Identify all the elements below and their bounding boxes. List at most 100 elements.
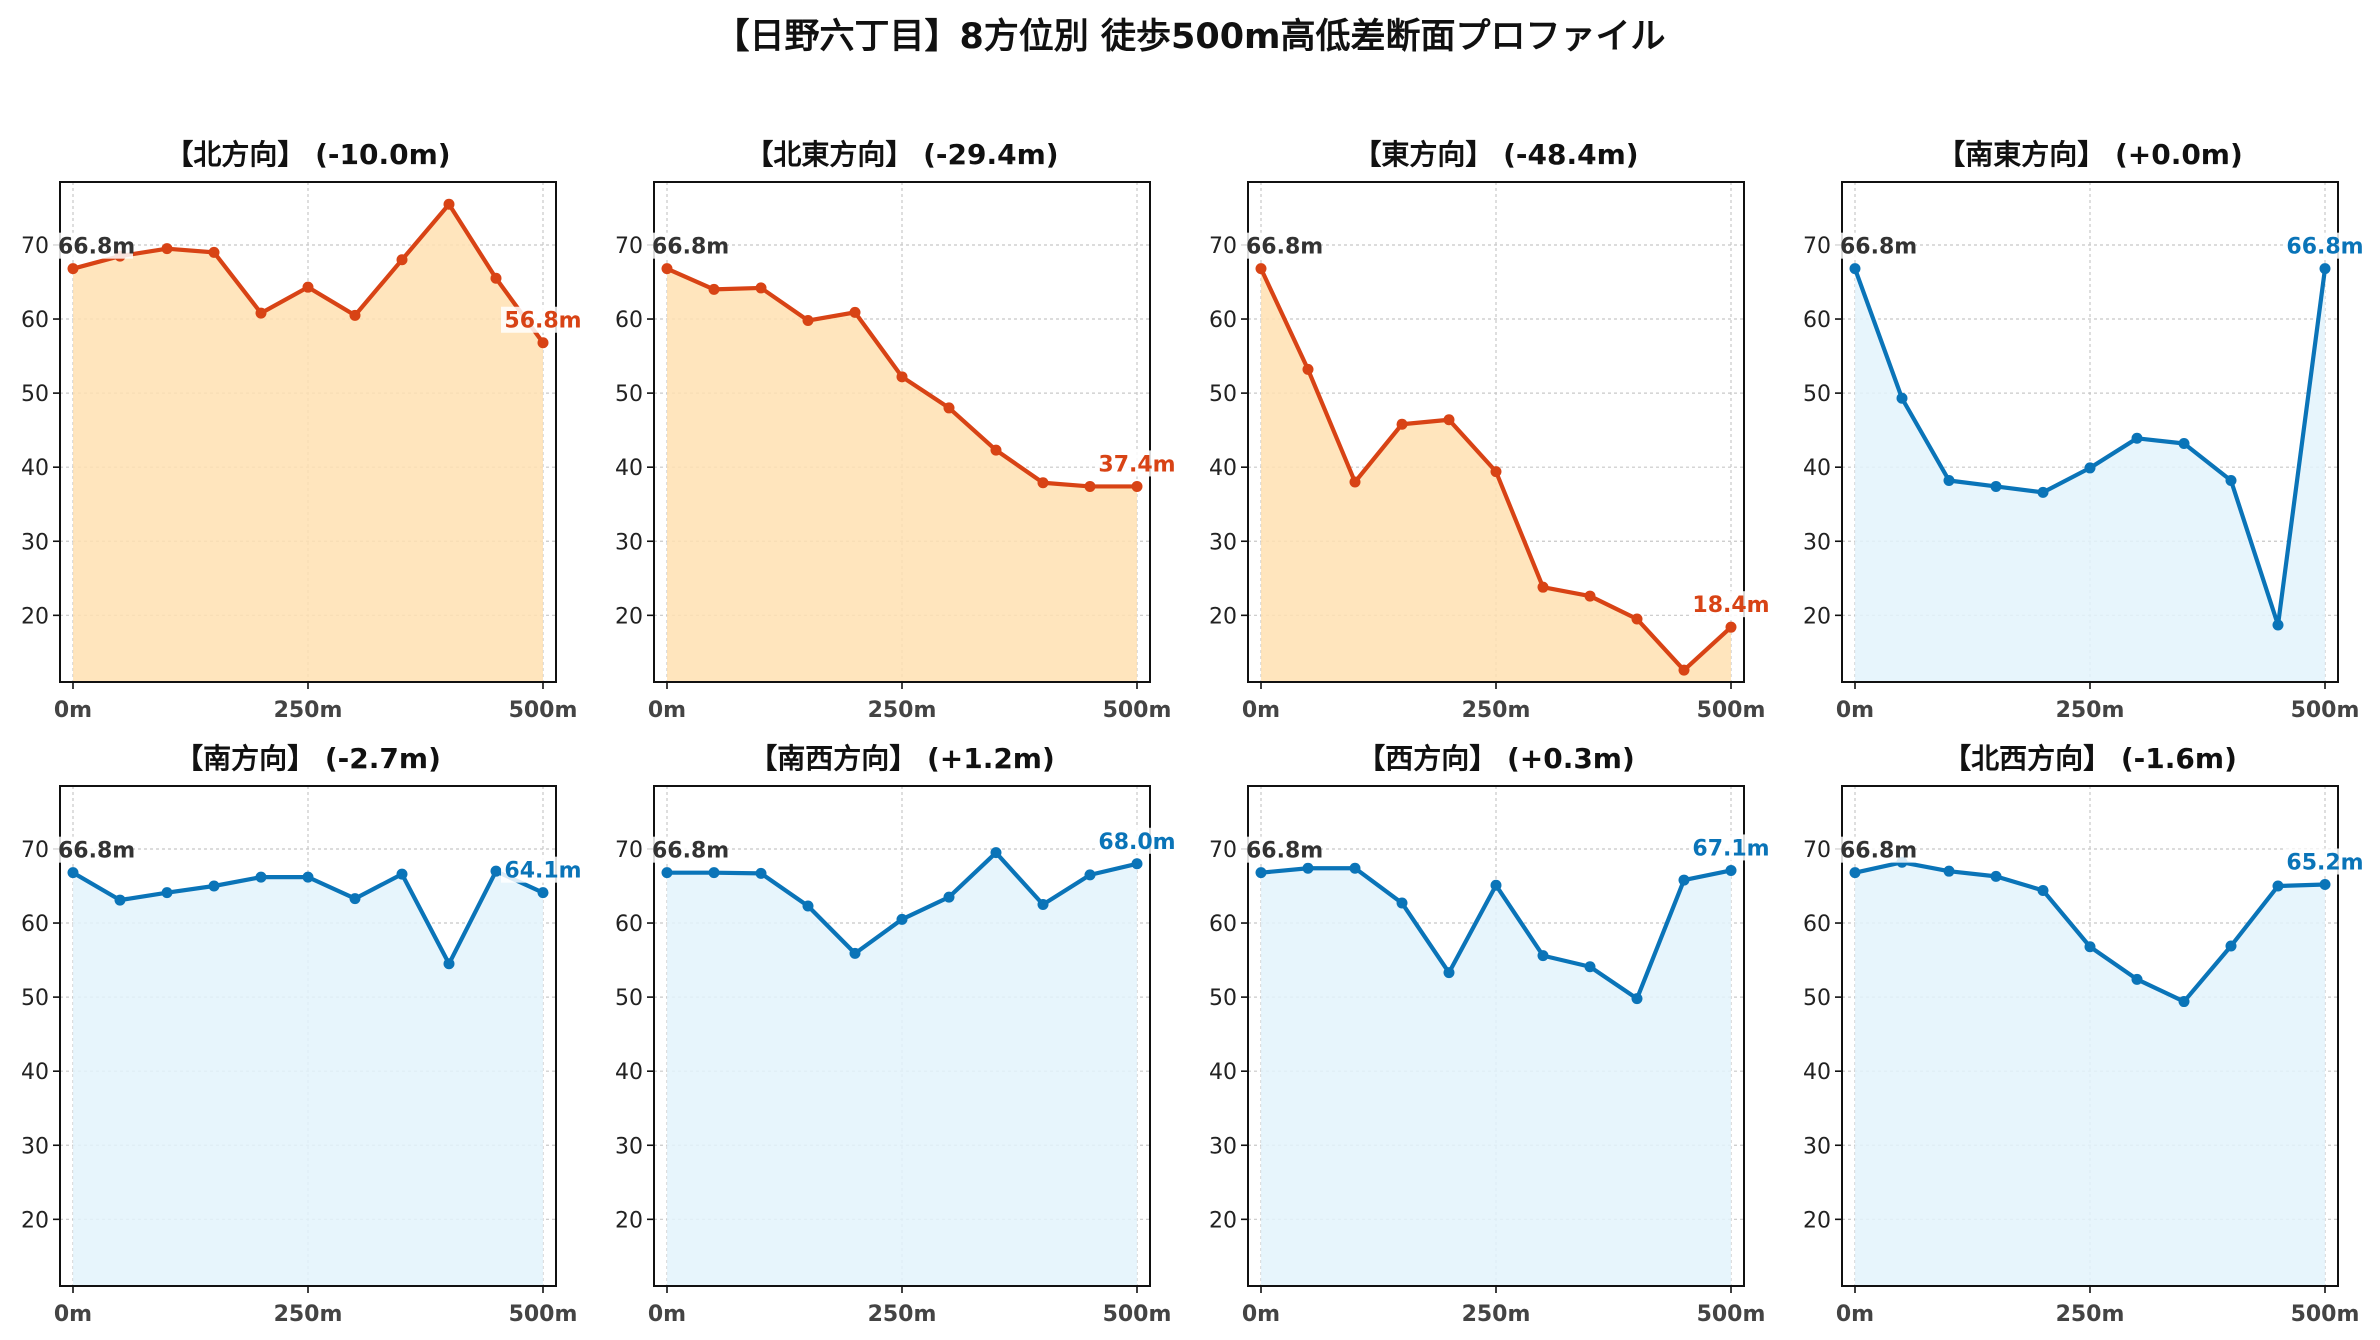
data-point xyxy=(802,900,814,912)
y-tick-label: 50 xyxy=(21,382,49,407)
data-point xyxy=(349,309,361,321)
data-point xyxy=(1037,899,1049,911)
x-tick-label: 250m xyxy=(868,1302,937,1327)
subplot-title: 【南方向】 (-2.7m) xyxy=(175,742,441,775)
data-point xyxy=(161,887,173,899)
y-tick-label: 70 xyxy=(1803,838,1831,863)
y-tick-label: 30 xyxy=(1803,530,1831,555)
data-point xyxy=(1537,581,1549,593)
data-point xyxy=(302,281,314,293)
y-tick-label: 20 xyxy=(1803,1208,1831,1233)
data-point xyxy=(1443,414,1455,426)
x-tick-label: 500m xyxy=(509,698,578,723)
y-tick-label: 20 xyxy=(21,1208,49,1233)
data-point xyxy=(708,867,720,879)
x-tick-label: 0m xyxy=(54,1302,92,1327)
area-fill xyxy=(1855,862,2325,1286)
y-tick-label: 60 xyxy=(1209,308,1237,333)
label-bg xyxy=(1095,827,1179,854)
y-tick-label: 30 xyxy=(615,1134,643,1159)
y-tick-label: 40 xyxy=(1803,1060,1831,1085)
y-tick-label: 40 xyxy=(1803,456,1831,481)
data-point xyxy=(2178,996,2190,1008)
y-tick-label: 30 xyxy=(1803,1134,1831,1159)
y-tick-label: 30 xyxy=(21,530,49,555)
data-point xyxy=(490,865,502,877)
data-point xyxy=(443,198,455,210)
start-elevation-label: 66.8m xyxy=(1246,235,1323,260)
data-point xyxy=(537,337,549,349)
data-point xyxy=(1084,480,1096,492)
label-bg xyxy=(501,306,585,333)
chart-panel: 20 30 40 50 60 70 0m 250m 500m 【南西方向】 (+1.2m) 66.8… xyxy=(615,742,1179,1327)
data-point xyxy=(1255,867,1267,879)
label-bg xyxy=(53,232,133,259)
label-bg xyxy=(647,232,727,259)
data-point xyxy=(896,913,908,925)
data-point xyxy=(896,371,908,383)
data-point xyxy=(802,315,814,327)
start-elevation-label: 66.8m xyxy=(1246,839,1323,864)
y-tick-label: 50 xyxy=(1209,382,1237,407)
y-tick-label: 40 xyxy=(21,1060,49,1085)
data-point xyxy=(2084,462,2096,474)
y-tick-label: 50 xyxy=(1209,986,1237,1011)
data-point xyxy=(1990,480,2002,492)
x-tick-label: 0m xyxy=(648,698,686,723)
data-point xyxy=(1255,263,1267,275)
y-tick-label: 60 xyxy=(21,308,49,333)
data-point xyxy=(1725,864,1737,876)
data-point xyxy=(537,887,549,899)
y-tick-label: 50 xyxy=(1803,986,1831,1011)
data-point xyxy=(755,867,767,879)
data-point xyxy=(2037,486,2049,498)
data-point xyxy=(2272,619,2284,631)
label-bg xyxy=(647,836,727,863)
y-tick-label: 70 xyxy=(1209,838,1237,863)
subplot-title: 【東方向】 (-48.4m) xyxy=(1353,138,1638,171)
x-tick-label: 0m xyxy=(1836,698,1874,723)
data-point xyxy=(161,243,173,255)
data-point xyxy=(2319,263,2331,275)
y-tick-label: 20 xyxy=(21,604,49,629)
x-tick-label: 500m xyxy=(1103,1302,1172,1327)
y-tick-label: 20 xyxy=(1803,604,1831,629)
data-point xyxy=(661,867,673,879)
data-point xyxy=(1631,613,1643,625)
data-point xyxy=(1349,862,1361,874)
data-point xyxy=(661,263,673,275)
data-point xyxy=(1584,961,1596,973)
y-tick-label: 40 xyxy=(21,456,49,481)
y-tick-label: 70 xyxy=(615,838,643,863)
x-tick-label: 500m xyxy=(2291,698,2360,723)
y-tick-label: 70 xyxy=(21,234,49,259)
data-point xyxy=(943,402,955,414)
x-tick-label: 250m xyxy=(868,698,937,723)
start-elevation-label: 66.8m xyxy=(652,839,729,864)
label-bg xyxy=(1241,232,1321,259)
label-bg xyxy=(1689,834,1773,861)
end-elevation-label: 56.8m xyxy=(504,309,581,334)
data-point xyxy=(1084,869,1096,881)
data-point xyxy=(302,871,314,883)
chart-panel: 20 30 40 50 60 70 0m 250m 500m 【北方向】 (-10.0m) 66.8… xyxy=(21,138,585,723)
area-fill xyxy=(73,871,543,1286)
data-point xyxy=(1131,858,1143,870)
data-point xyxy=(1896,392,1908,404)
data-point xyxy=(1943,865,1955,877)
subplot-title: 【南東方向】 (+0.0m) xyxy=(1937,138,2243,171)
data-point xyxy=(443,958,455,970)
area-fill xyxy=(1855,268,2325,682)
subplot-title: 【北方向】 (-10.0m) xyxy=(165,138,450,171)
data-point xyxy=(2225,475,2237,487)
chart-panel: 20 30 40 50 60 70 0m 250m 500m 【北東方向】 (-29.4m) 66.… xyxy=(615,138,1179,723)
y-tick-label: 70 xyxy=(615,234,643,259)
start-elevation-label: 66.8m xyxy=(58,839,135,864)
chart-panel: 20 30 40 50 60 70 0m 250m 500m 【北西方向】 (-1.6m) 66.8… xyxy=(1803,742,2367,1327)
data-point xyxy=(490,272,502,284)
data-point xyxy=(2272,880,2284,892)
data-point xyxy=(2131,973,2143,985)
data-point xyxy=(1537,950,1549,962)
data-point xyxy=(255,871,267,883)
